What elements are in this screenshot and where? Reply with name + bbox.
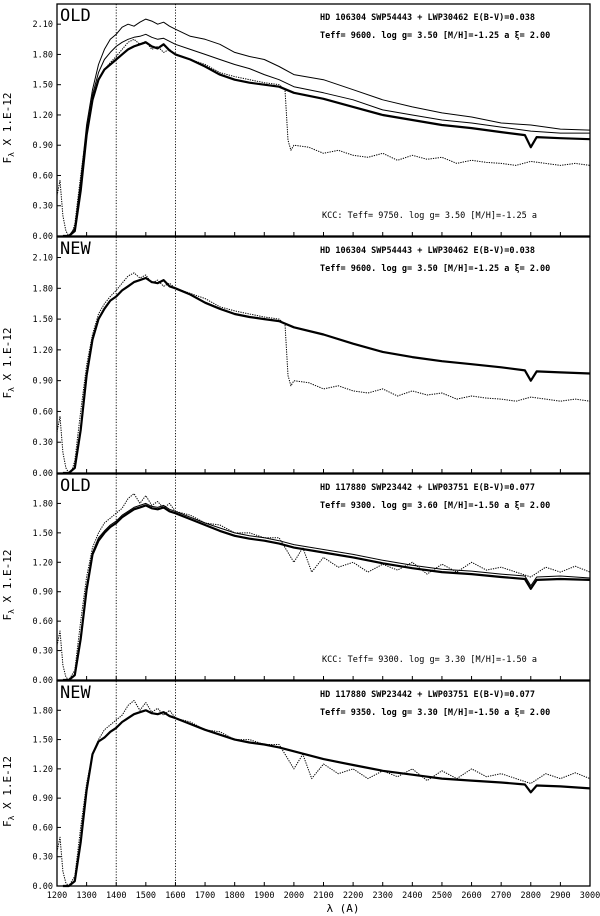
x-tick-label: 2400 [402,891,422,901]
x-tick-label: 2100 [313,891,333,901]
y-tick-label: 1.50 [33,81,53,91]
x-tick-label: 2300 [372,891,392,901]
y-tick-label: 0.00 [33,232,53,242]
panel-label: NEW [60,239,91,259]
panel-label: OLD [60,6,91,26]
panel-params: Teff= 9600. log g= 3.50 [M/H]=-1.25 a ξ=… [320,31,550,41]
x-tick-label: 1200 [47,891,67,901]
series-thick-line [62,276,591,475]
y-tick-label: 0.00 [33,882,53,892]
y-tick-label: 0.90 [33,141,53,151]
x-tick-label: 2900 [550,891,570,901]
panel-label: OLD [60,476,91,496]
y-tick-label: 1.20 [33,765,53,775]
y-tick-label: 0.00 [33,469,53,479]
x-tick-label: 1400 [106,891,126,901]
y-tick-label: 0.30 [33,202,53,212]
y-tick-label: 1.80 [33,284,53,294]
panel-note: KCC: Teff= 9750. log g= 3.50 [M/H]=-1.25… [322,211,537,221]
y-tick-label: 0.90 [33,794,53,804]
series-thick-line [62,41,591,238]
panel-header: HD 106304 SWP54443 + LWP30462 E(B-V)=0.0… [320,246,535,256]
y-axis-title-symbol: F [1,157,14,164]
series-thin-line [62,502,591,681]
x-tick-label: 2500 [432,891,452,901]
series-dotted-line [56,38,591,237]
y-tick-label: 1.20 [33,558,53,568]
x-tick-label: 1300 [76,891,96,901]
y-tick-label: 0.00 [33,676,53,686]
y-tick-label: 0.90 [33,588,53,598]
x-axis: 1200 1300 1400 1500 1600 1700 1800 1900 2000 2100… [47,891,600,901]
panel-3: 0.00 0.30 0.60 0.90 1.20 1.50 1.80 OLD HD 117880… [1,473,591,686]
panel-1: 0.00 0.30 0.60 0.90 1.20 1.50 1.80 2.10 OLD HD 10… [1,3,591,242]
y-axis-title-subscript: λ [7,152,16,157]
y-axis-title-scale: X 1.E-12 [1,756,14,816]
y-tick-label: 1.50 [33,736,53,746]
y-tick-label: 0.60 [33,823,53,833]
panel-params: Teff= 9300. log g= 3.60 [M/H]=-1.50 a ξ=… [320,501,550,511]
y-axis-title-symbol: F [1,392,14,399]
x-tick-label: 2600 [461,891,481,901]
panel-note: KCC: Teff= 9300. log g= 3.30 [M/H]=-1.50… [322,655,537,665]
x-tick-label: 1900 [254,891,274,901]
x-tick-label: 2200 [343,891,363,901]
y-axis-title-subscript: λ [7,387,16,392]
series-dotted-line [56,700,591,887]
y-tick-label: 1.80 [33,706,53,716]
y-axis-title-scale: X 1.E-12 [1,327,14,387]
x-tick-label: 3000 [580,891,600,901]
series-dotted-line [56,493,591,681]
y-axis-title-subscript: λ [7,609,16,614]
series-thin-line [62,18,591,237]
y-tick-label: 0.60 [33,407,53,417]
x-tick-label: 2000 [284,891,304,901]
panel-header: HD 117880 SWP23442 + LWP03751 E(B-V)=0.0… [320,483,535,493]
y-axis-title-scale: X 1.E-12 [1,549,14,609]
y-tick-label: 1.50 [33,315,53,325]
y-tick-label: 1.50 [33,529,53,539]
x-tick-label: 1500 [136,891,156,901]
y-tick-label: 2.10 [33,20,53,30]
panel-header: HD 117880 SWP23442 + LWP03751 E(B-V)=0.0… [320,690,535,700]
x-tick-label: 1800 [224,891,244,901]
series-thin-line [62,33,590,237]
x-tick-label: 2700 [491,891,511,901]
y-axis-title: Fλ X 1.E-12 [1,756,16,827]
y-tick-label: 0.30 [33,438,53,448]
panel-params: Teff= 9600. log g= 3.50 [M/H]=-1.25 a ξ=… [320,264,550,274]
y-axis-title-scale: X 1.E-12 [1,92,14,152]
panel-4: 0.00 0.30 0.60 0.90 1.20 1.50 1.80 NEW HD 117880… [1,680,591,892]
series-thick-line [62,504,591,682]
y-tick-label: 0.60 [33,617,53,627]
y-tick-label: 0.30 [33,647,53,657]
x-tick-label: 1700 [195,891,215,901]
y-tick-label: 2.10 [33,254,53,264]
y-axis-title-symbol: F [1,614,14,621]
y-axis-title: Fλ X 1.E-12 [1,92,16,163]
series-thick-line [62,709,591,888]
y-axis-title: Fλ X 1.E-12 [1,327,16,398]
y-axis-title-symbol: F [1,820,14,827]
series-dotted-line [56,272,591,474]
x-axis-title: λ (A) [326,902,359,915]
panel-header: HD 106304 SWP54443 + LWP30462 E(B-V)=0.0… [320,13,535,23]
y-tick-label: 1.80 [33,499,53,509]
y-axis-title: Fλ X 1.E-12 [1,549,16,620]
panel-params: Teff= 9350. log g= 3.30 [M/H]=-1.50 a ξ=… [320,708,550,718]
panel-label: NEW [60,683,91,703]
y-tick-label: 1.20 [33,346,53,356]
y-tick-label: 0.90 [33,377,53,387]
y-tick-label: 0.30 [33,853,53,863]
y-axis-title-subscript: λ [7,815,16,820]
y-tick-label: 1.20 [33,111,53,121]
y-tick-label: 1.80 [33,50,53,60]
y-tick-label: 0.60 [33,171,53,181]
panels-group: 0.00 0.30 0.60 0.90 1.20 1.50 1.80 2.10 OLD HD 10… [1,3,591,892]
x-tick-label: 2800 [521,891,541,901]
panel-2: 0.00 0.30 0.60 0.90 1.20 1.50 1.80 2.10 NEW HD 10… [1,236,591,479]
x-tick-label: 1600 [165,891,185,901]
